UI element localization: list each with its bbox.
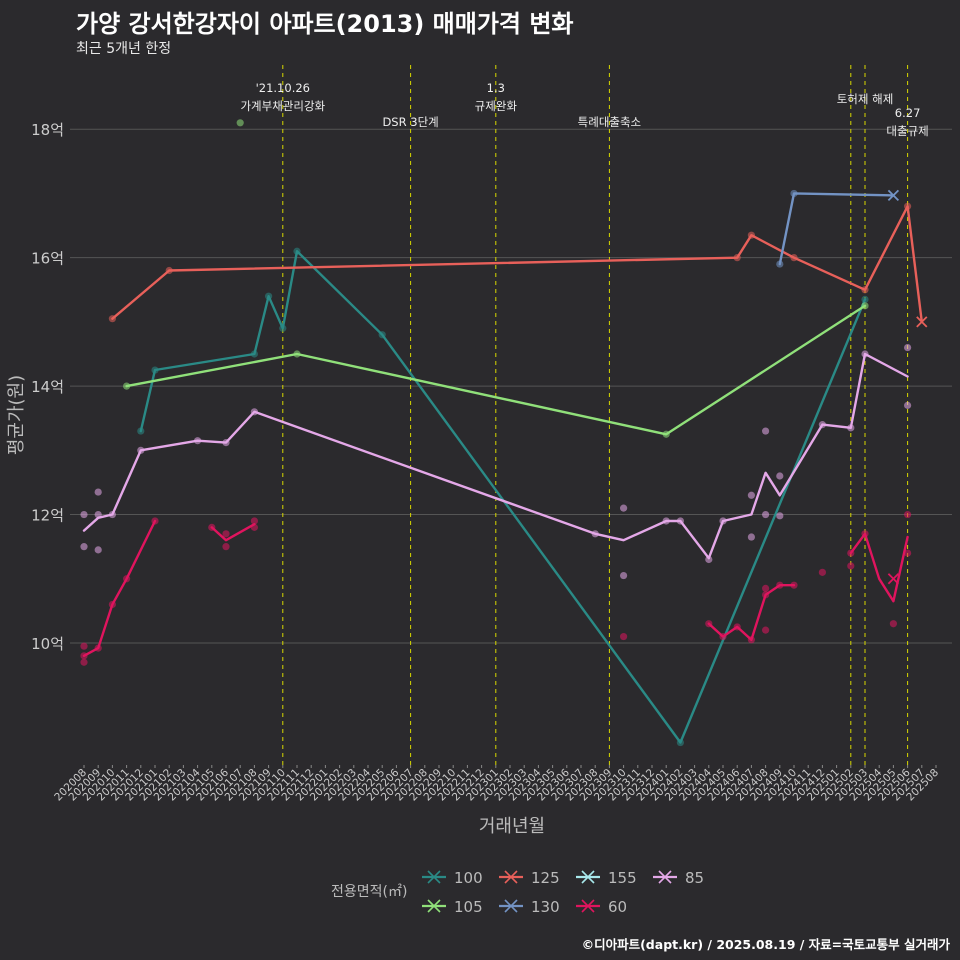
chart-subtitle: 최근 5개년 한정 — [76, 41, 172, 57]
legend-key-cross — [581, 870, 595, 884]
event-label: 6.27 — [895, 106, 921, 120]
source-caption: ©디아파트(dapt.kr) / 2025.08.19 / 자료=국토교통부 실… — [581, 937, 950, 952]
data-point — [620, 632, 628, 641]
data-point — [620, 504, 628, 512]
series-line — [778, 192, 895, 266]
legend-item: 125 — [499, 869, 560, 887]
cross-marker — [887, 189, 900, 202]
legend-key-cross — [658, 870, 672, 884]
series-line — [111, 205, 923, 324]
y-tick-label: 12억 — [31, 507, 64, 525]
cross-marker — [887, 573, 900, 585]
data-point — [904, 401, 912, 409]
data-point — [847, 562, 855, 570]
cross-marker-stroke — [887, 573, 900, 585]
data-point — [222, 543, 230, 551]
legend-key-cross — [504, 899, 518, 913]
event-label: DSR 3단계 — [382, 115, 438, 129]
x-axis-title: 거래년월 — [479, 816, 545, 837]
data-point — [818, 568, 827, 576]
data-point — [762, 626, 770, 634]
event-label: 규제완화 — [475, 99, 518, 113]
cross-marker-stroke — [887, 189, 900, 202]
legend-item: 60 — [576, 898, 627, 916]
y-axis-title: 평균가(원) — [6, 375, 27, 455]
data-point — [236, 119, 244, 127]
legend-item: 130 — [499, 898, 560, 916]
event-label: 1.3 — [487, 81, 505, 95]
event-label: 토허제 해제 — [837, 92, 894, 106]
series-line — [82, 352, 909, 560]
data-point — [80, 543, 88, 551]
y-tick-label: 16억 — [31, 250, 64, 268]
data-point — [762, 584, 770, 592]
legend-label: 130 — [531, 898, 560, 916]
data-point — [94, 488, 102, 496]
legend-label: 85 — [685, 869, 704, 887]
series-line — [82, 519, 157, 657]
event-label: '21.10.26 — [256, 81, 310, 95]
chart-title: 가양 강서한강자이 아파트(2013) 매매가격 변화 — [76, 10, 574, 38]
legend-key-cross — [581, 899, 595, 913]
data-point — [904, 549, 912, 557]
data-point — [620, 571, 628, 580]
data-point — [250, 517, 258, 525]
data-point — [762, 510, 770, 519]
event-label: 대출규제 — [886, 124, 928, 138]
y-tick-label: 10억 — [31, 635, 64, 653]
data-point — [776, 512, 784, 520]
data-point — [904, 510, 912, 519]
series-line — [707, 584, 796, 641]
series-line — [210, 523, 256, 542]
data-point — [222, 530, 230, 538]
legend-key-cross — [427, 899, 441, 913]
event-label: 가계부채관리강화 — [240, 99, 325, 113]
legend-label: 60 — [608, 898, 627, 916]
legend-label: 105 — [454, 898, 483, 916]
y-tick-label: 18억 — [31, 121, 64, 139]
legend-label: 155 — [608, 869, 637, 887]
data-point — [80, 510, 88, 519]
event-label: 특례대출축소 — [578, 115, 641, 129]
cross-marker — [916, 316, 928, 328]
legend-label: 100 — [454, 869, 483, 887]
legend-item: 105 — [422, 898, 483, 916]
series-line — [849, 532, 909, 603]
legend-key-cross — [427, 870, 441, 884]
legend-label: 125 — [531, 869, 560, 887]
data-point — [747, 533, 756, 541]
data-point — [762, 427, 770, 435]
series-line — [125, 304, 867, 436]
legend-item: 100 — [422, 869, 483, 887]
cross-marker-stroke — [916, 316, 928, 328]
data-point — [904, 343, 912, 352]
data-point — [747, 491, 756, 499]
data-point — [889, 620, 898, 628]
y-tick-label: 14억 — [31, 378, 64, 396]
legend-item: 155 — [576, 869, 637, 887]
series-line — [139, 249, 867, 744]
data-point — [80, 642, 88, 650]
legend-title: 전용면적(㎡) — [331, 884, 407, 900]
legend-key-cross — [504, 870, 518, 884]
data-point — [776, 472, 784, 480]
data-point — [94, 546, 102, 554]
data-point — [80, 658, 88, 666]
legend-item: 85 — [653, 869, 704, 887]
